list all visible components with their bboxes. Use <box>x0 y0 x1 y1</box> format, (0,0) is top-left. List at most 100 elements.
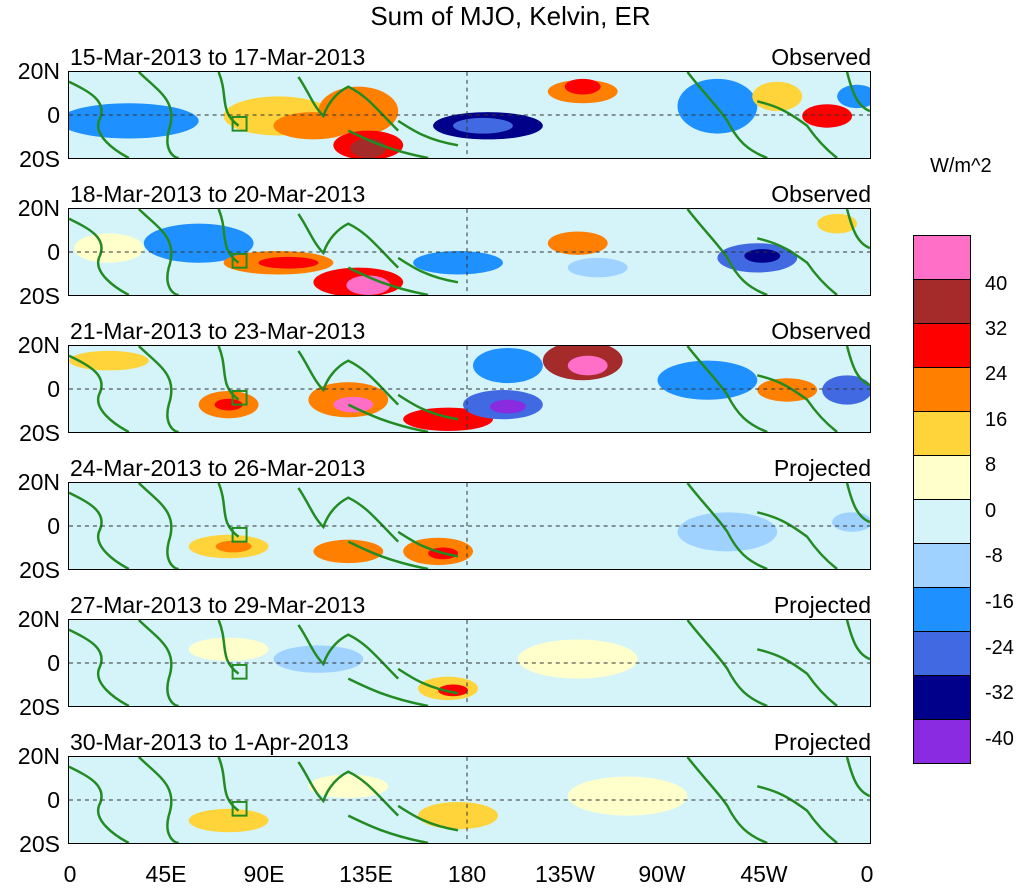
anomaly-contour <box>757 378 818 402</box>
coastline <box>217 346 240 401</box>
coastline <box>69 354 130 432</box>
colorbar-swatch <box>913 367 971 412</box>
coastline <box>845 620 870 661</box>
latitude-label: 20N <box>17 743 60 769</box>
coastline <box>297 761 400 817</box>
coastline <box>397 119 459 147</box>
anomaly-contour <box>258 256 319 269</box>
coastline <box>137 72 179 158</box>
longitude-label: 0 <box>860 861 874 887</box>
coastline <box>686 620 768 706</box>
coastline <box>297 487 400 543</box>
latitude-label: 20N <box>17 58 60 84</box>
colorbar-tick-label: -24 <box>985 637 1014 659</box>
coastline <box>686 346 768 432</box>
coastline <box>756 374 838 432</box>
anomaly-contour <box>313 539 384 564</box>
latitude-label: 0 <box>47 650 60 676</box>
anomaly-contour <box>567 776 688 816</box>
coastline <box>756 511 838 569</box>
coastline <box>297 213 400 269</box>
colorbar-swatch <box>913 587 971 632</box>
panel-date-range: 27-Mar-2013 to 29-Mar-2013 <box>70 592 366 618</box>
anomaly-contour <box>707 781 788 821</box>
coastline <box>347 814 429 843</box>
colorbar-tick-label: 40 <box>985 273 1008 295</box>
coastline <box>69 628 130 706</box>
coastline <box>347 540 429 569</box>
coastline <box>217 72 240 127</box>
panel-date-range: 15-Mar-2013 to 17-Mar-2013 <box>70 44 366 70</box>
longitude-label: 135E <box>339 861 393 887</box>
latitude-label: 0 <box>47 239 60 265</box>
latitude-label: 0 <box>47 376 60 402</box>
anomaly-contour <box>413 251 503 275</box>
latitude-label: 20N <box>17 195 60 221</box>
coastline <box>347 677 429 706</box>
anomaly-contour <box>188 808 269 833</box>
region-box-marker <box>231 526 248 543</box>
anomaly-contour <box>802 104 853 128</box>
longitude-label: 135W <box>534 861 596 887</box>
coastline <box>756 785 838 843</box>
panel-status: Observed <box>771 44 871 70</box>
anomaly-contour <box>214 398 243 411</box>
region-box-marker <box>231 252 248 269</box>
colorbar-swatch <box>913 411 971 456</box>
map-panel <box>68 345 871 433</box>
anomaly-contour <box>453 117 513 134</box>
anomaly-contour <box>817 213 858 234</box>
coastline <box>397 393 459 421</box>
anomaly-contour <box>318 86 399 136</box>
coastline <box>845 757 870 798</box>
coastline <box>69 80 130 158</box>
anomaly-contour <box>527 497 648 537</box>
coastline <box>297 624 400 680</box>
map-panel <box>68 208 871 296</box>
anomaly-contour <box>403 407 493 432</box>
coastline <box>69 491 130 569</box>
chart-title: Sum of MJO, Kelvin, ER <box>370 1 651 31</box>
latitude-label: 20S <box>19 694 60 720</box>
anomaly-contour <box>188 637 269 662</box>
colorbar-swatch <box>913 499 971 544</box>
longitude-label: 45W <box>740 861 788 887</box>
region-box-marker <box>231 800 248 817</box>
coastline <box>686 209 768 295</box>
coastline <box>756 100 838 158</box>
colorbar-tick-label: 32 <box>985 318 1008 340</box>
latitude-label: 20S <box>19 283 60 309</box>
panel-date-range: 18-Mar-2013 to 20-Mar-2013 <box>70 181 366 207</box>
coastline <box>756 648 838 706</box>
panel-status: Observed <box>771 318 871 344</box>
coastline <box>137 757 179 843</box>
region-box-marker <box>231 389 248 406</box>
anomaly-contour <box>822 375 870 405</box>
coastline <box>217 757 240 812</box>
colorbar-swatch <box>913 631 971 676</box>
longitude-label: 90E <box>243 861 285 887</box>
map-panel <box>68 756 871 844</box>
coastline <box>686 483 768 569</box>
panel-status: Projected <box>773 729 871 755</box>
coastline <box>217 620 240 675</box>
anomaly-contour <box>567 257 628 278</box>
coastline <box>69 217 130 295</box>
anomaly-map <box>69 346 870 432</box>
anomaly-contour <box>517 639 638 679</box>
coastline <box>397 256 459 284</box>
coastline <box>137 620 179 706</box>
anomaly-contour <box>418 801 498 830</box>
colorbar-swatch <box>913 279 971 324</box>
colorbar <box>913 235 971 764</box>
coastline <box>137 483 179 569</box>
colorbar-tick-label: 16 <box>985 409 1008 431</box>
anomaly-map <box>69 483 870 569</box>
coastline <box>845 209 870 250</box>
coastline <box>686 72 768 158</box>
coastline <box>69 765 130 843</box>
coastline <box>297 350 400 406</box>
latitude-label: 20N <box>17 332 60 358</box>
colorbar-units: W/m^2 <box>930 155 992 177</box>
panel-date-range: 21-Mar-2013 to 23-Mar-2013 <box>70 318 366 344</box>
